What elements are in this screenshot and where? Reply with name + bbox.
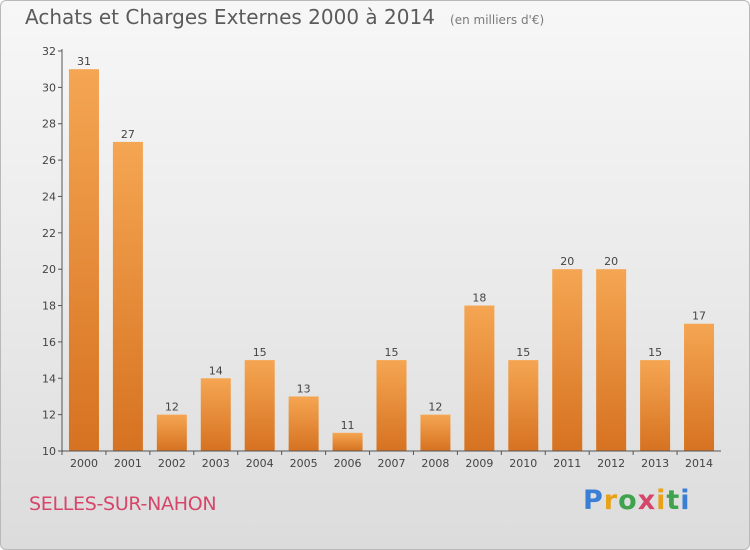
- proxiti-logo[interactable]: Proxiti: [583, 485, 691, 516]
- y-tick-label-24: 24: [42, 190, 56, 203]
- bar-2008: [420, 414, 451, 451]
- bar-2004: [244, 360, 275, 451]
- chart-unit: (en milliers d'€): [450, 13, 545, 27]
- bar-2013: [640, 360, 671, 451]
- axis-layer: 2000 2001 2002 2003 2004 2005 2006 2007 2008 2009…: [42, 45, 721, 470]
- logo-letter: t: [666, 485, 681, 516]
- bar-2007: [376, 360, 407, 451]
- x-tick-label-2000: 2000: [70, 457, 98, 470]
- y-tick-label-32: 32: [42, 45, 56, 58]
- y-tick-label-26: 26: [42, 154, 56, 167]
- x-tick-label-2009: 2009: [465, 457, 493, 470]
- value-label-2000: 31: [77, 55, 91, 68]
- chart-title: Achats et Charges Externes 2000 à 2014: [25, 5, 435, 29]
- bars-layer: 31 27 12 14 15 13 11 15 12 18 15 20 20 15 17: [68, 55, 715, 451]
- x-tick-label-2010: 2010: [509, 457, 537, 470]
- value-label-2012: 20: [604, 255, 618, 268]
- value-label-2014: 17: [692, 310, 706, 323]
- bar-2006: [332, 432, 363, 451]
- value-label-2002: 12: [165, 401, 179, 414]
- y-tick-label-22: 22: [42, 227, 56, 240]
- y-tick-label-20: 20: [42, 263, 56, 276]
- x-tick-label-2002: 2002: [158, 457, 186, 470]
- value-label-2009: 18: [472, 292, 486, 305]
- bar-2011: [552, 269, 583, 451]
- value-label-2008: 12: [428, 401, 442, 414]
- value-label-2011: 20: [560, 255, 574, 268]
- x-tick-label-2011: 2011: [553, 457, 581, 470]
- value-label-2006: 11: [341, 419, 355, 432]
- x-tick-label-2008: 2008: [421, 457, 449, 470]
- y-tick-label-12: 12: [42, 409, 56, 422]
- y-tick-label-14: 14: [42, 372, 56, 385]
- y-tick-label-16: 16: [42, 336, 56, 349]
- x-tick-label-2007: 2007: [378, 457, 406, 470]
- bar-2005: [288, 396, 319, 451]
- logo-letter: i: [680, 485, 691, 516]
- y-tick-label-10: 10: [42, 445, 56, 458]
- bar-2009: [464, 305, 495, 451]
- y-tick-label-30: 30: [42, 81, 56, 94]
- logo-letter: o: [618, 485, 638, 516]
- value-label-2013: 15: [648, 346, 662, 359]
- x-tick-label-2013: 2013: [641, 457, 669, 470]
- place-name: SELLES-SUR-NAHON: [29, 493, 217, 515]
- logo-letter: i: [656, 485, 667, 516]
- bar-2010: [508, 360, 539, 451]
- value-label-2010: 15: [516, 346, 530, 359]
- title-row: Achats et Charges Externes 2000 à 2014 (…: [25, 5, 544, 39]
- value-label-2003: 14: [209, 364, 223, 377]
- bar-2014: [684, 323, 715, 451]
- value-label-2001: 27: [121, 128, 135, 141]
- bar-2000: [68, 69, 99, 451]
- logo-letter: x: [637, 485, 657, 516]
- logo-letter: r: [603, 485, 619, 516]
- y-tick-label-18: 18: [42, 300, 56, 313]
- value-label-2007: 15: [385, 346, 399, 359]
- x-tick-label-2005: 2005: [290, 457, 318, 470]
- x-tick-label-2001: 2001: [114, 457, 142, 470]
- bar-2012: [596, 269, 627, 451]
- bar-2003: [200, 378, 231, 451]
- y-tick-label-28: 28: [42, 118, 56, 131]
- value-label-2004: 15: [253, 346, 267, 359]
- bar-2001: [112, 141, 143, 451]
- x-tick-label-2004: 2004: [246, 457, 274, 470]
- x-tick-label-2006: 2006: [334, 457, 362, 470]
- bar-2002: [156, 414, 187, 451]
- x-tick-label-2003: 2003: [202, 457, 230, 470]
- logo-letter: P: [583, 485, 604, 516]
- x-tick-label-2014: 2014: [685, 457, 713, 470]
- value-label-2005: 13: [297, 382, 311, 395]
- x-tick-label-2012: 2012: [597, 457, 625, 470]
